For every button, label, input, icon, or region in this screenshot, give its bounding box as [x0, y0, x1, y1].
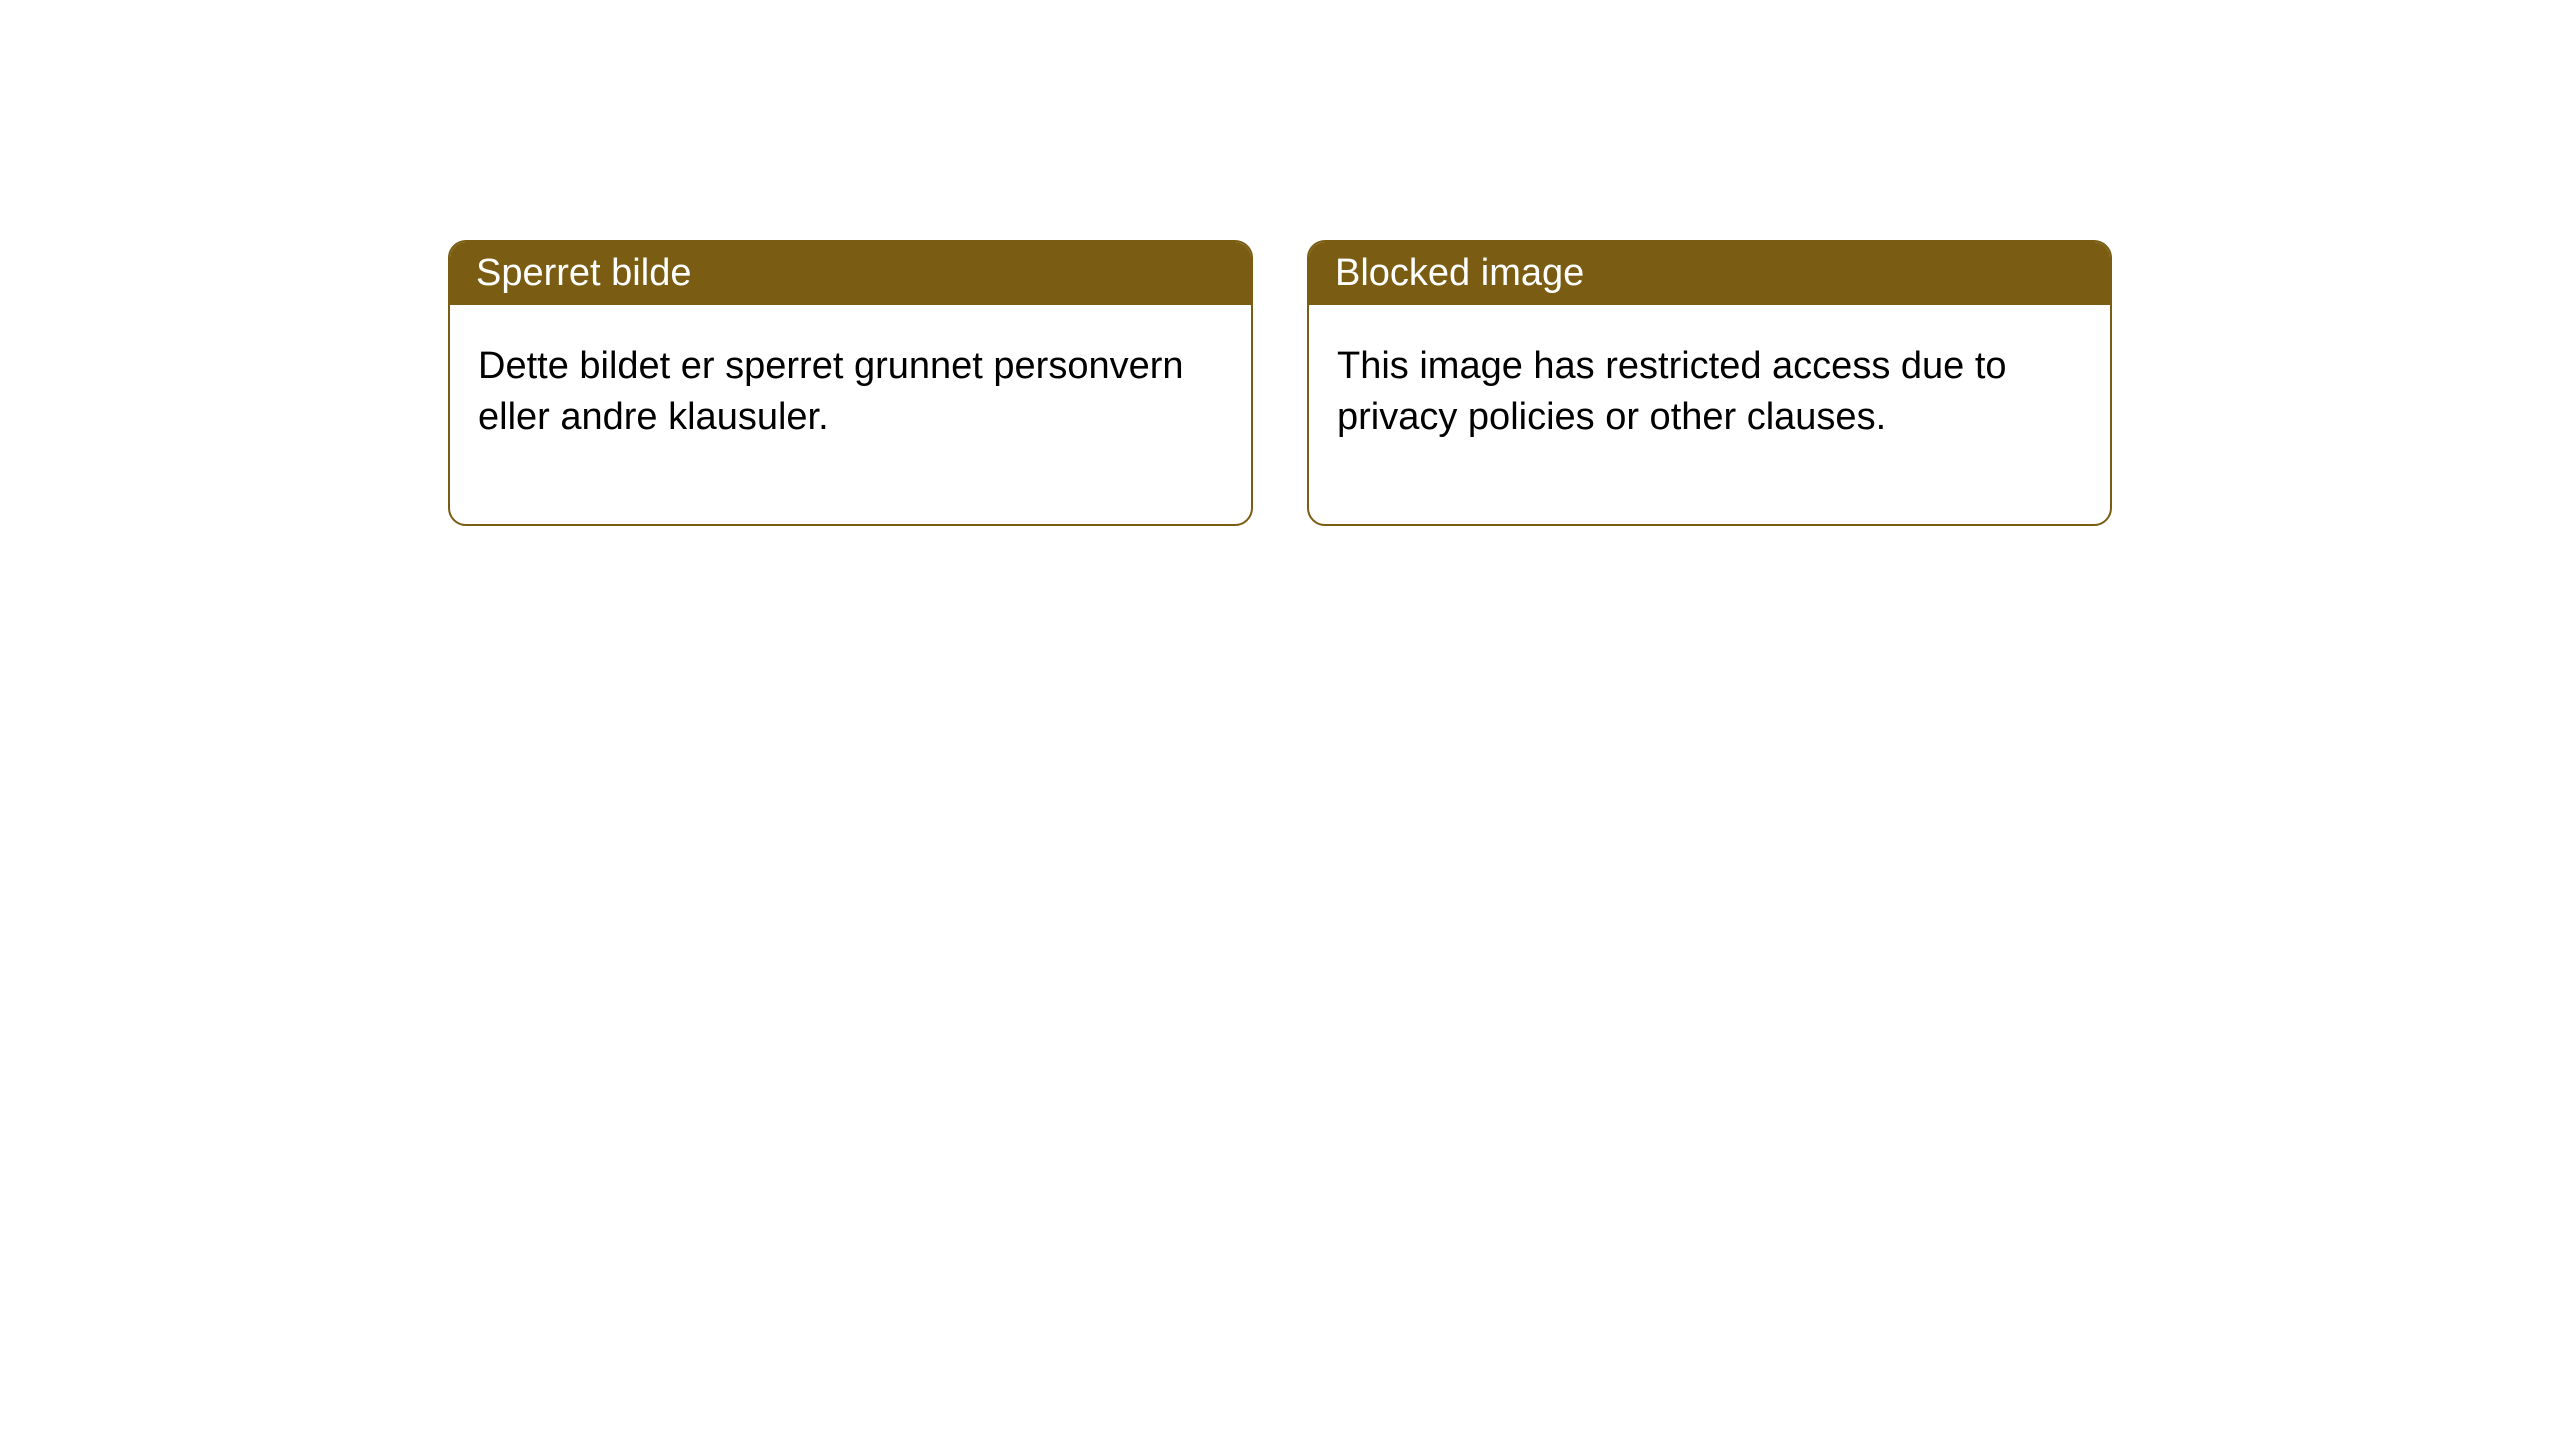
- card-header: Blocked image: [1309, 242, 2110, 305]
- card-body-text: Dette bildet er sperret grunnet personve…: [478, 345, 1184, 438]
- card-title: Sperret bilde: [476, 252, 691, 294]
- notice-card-norwegian: Sperret bilde Dette bildet er sperret gr…: [448, 240, 1253, 526]
- notice-card-english: Blocked image This image has restricted …: [1307, 240, 2112, 526]
- card-body-text: This image has restricted access due to …: [1337, 345, 2007, 438]
- card-body: This image has restricted access due to …: [1309, 305, 2110, 524]
- card-title: Blocked image: [1335, 252, 1584, 294]
- card-header: Sperret bilde: [450, 242, 1251, 305]
- card-body: Dette bildet er sperret grunnet personve…: [450, 305, 1251, 524]
- notice-cards-container: Sperret bilde Dette bildet er sperret gr…: [0, 0, 2560, 526]
